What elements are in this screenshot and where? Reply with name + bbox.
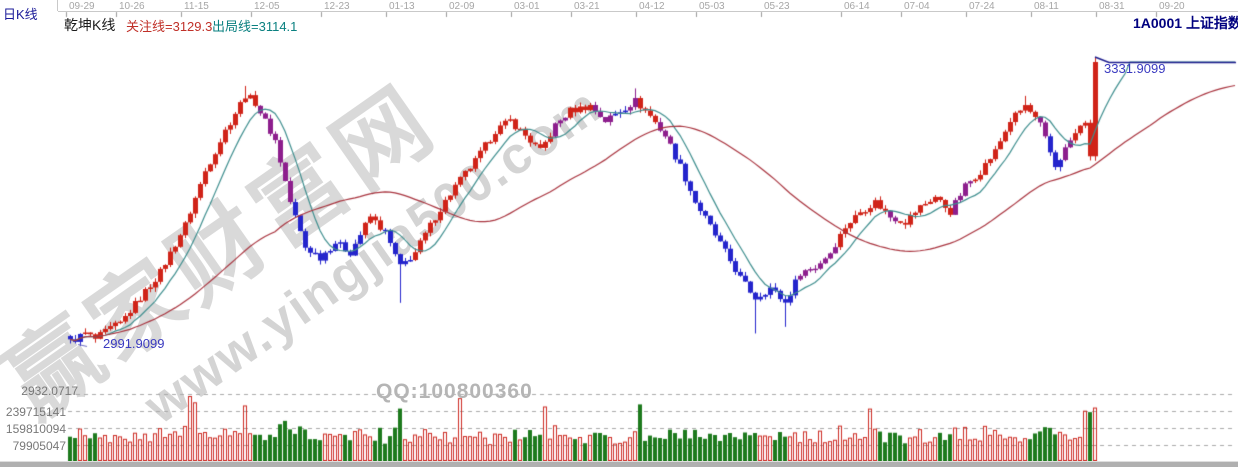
symbol-title[interactable]: 1A0001 上证指数 <box>1133 13 1238 33</box>
volume-scale-label: 159810094 <box>5 422 66 436</box>
volume-scale-label: 239715141 <box>5 405 66 419</box>
date-tick-label: 12-05 <box>254 1 280 12</box>
period-label[interactable]: 日K线 <box>3 7 38 22</box>
date-tick-label: 11-15 <box>184 1 209 12</box>
price-min-label: 2932.0717 <box>21 384 78 398</box>
low-price-label: 2991.9099 <box>103 336 165 351</box>
date-tick-label: 08-31 <box>1099 1 1125 12</box>
volume-scale-label: 79905047 <box>12 439 66 453</box>
bottom-scrollbar[interactable] <box>0 461 1238 467</box>
attention-line-value: 关注线=3129.3 <box>126 19 213 34</box>
date-tick-label: 05-03 <box>699 1 725 12</box>
header-divider <box>57 0 58 11</box>
date-tick-label: 12-23 <box>324 1 350 12</box>
date-tick-label: 06-14 <box>844 1 870 12</box>
date-tick-label: 09-20 <box>1159 1 1185 12</box>
high-price-label: 3331.9099 <box>1104 61 1166 76</box>
date-tick-label: 02-09 <box>449 1 475 12</box>
date-tick-label: 07-04 <box>904 1 930 12</box>
date-tick-label: 03-21 <box>574 1 600 12</box>
date-tick-label: 08-11 <box>1034 1 1059 12</box>
date-tick-label: 04-12 <box>639 1 665 12</box>
date-tick-label: 10-26 <box>119 1 145 12</box>
date-tick-label: 05-23 <box>764 1 790 12</box>
date-tick-label: 07-24 <box>969 1 995 12</box>
date-axis-line <box>58 11 1238 12</box>
indicator-label[interactable]: 乾坤K线 <box>64 17 116 33</box>
date-tick-label: 09-29 <box>69 1 95 12</box>
date-tick-label: 03-01 <box>514 1 540 12</box>
symbol-code: 1A0001 <box>1133 15 1183 31</box>
date-tick-label: 01-13 <box>389 1 415 12</box>
symbol-name: 上证指数 <box>1185 15 1238 31</box>
exit-line-value: 出局线=3114.1 <box>212 19 298 34</box>
